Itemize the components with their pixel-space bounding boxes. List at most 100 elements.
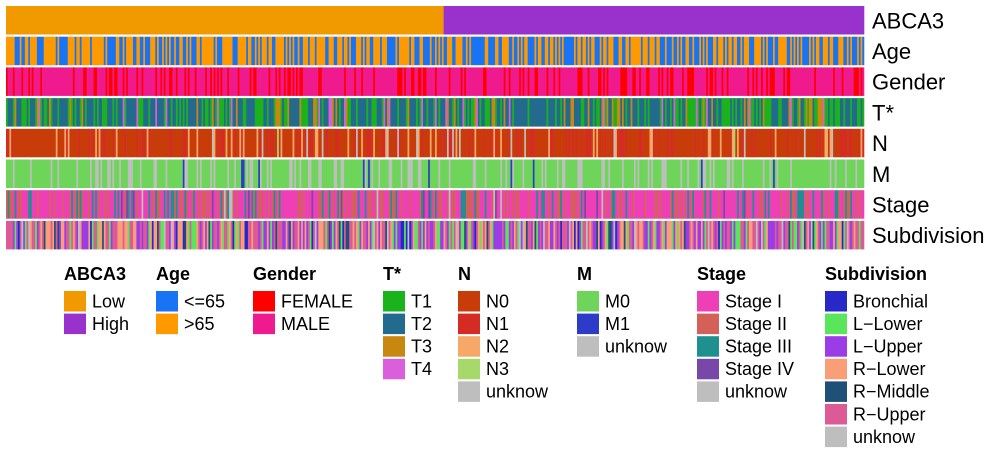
cell-stage-stage-iii: [95, 190, 98, 219]
cell-m-m0: [292, 159, 295, 188]
cell-n-n1: [495, 128, 498, 158]
cell-subdivision-l-upper: [263, 220, 268, 250]
cell-gender-male: [127, 67, 137, 96]
cell-m-unknow: [308, 159, 312, 188]
cell-subdivision-l-lower: [392, 220, 395, 250]
cell-n-n1: [259, 128, 262, 158]
cell-n-n0: [846, 128, 849, 158]
track-abca3: [6, 6, 865, 35]
cell-subdivision-r-upper: [74, 220, 77, 250]
cell-stage-stage-ii: [570, 190, 577, 219]
cell-subdivision-l-upper: [649, 220, 652, 250]
legend-label-n-n2: N2: [486, 336, 509, 356]
cell-subdivision-l-lower: [421, 220, 424, 250]
cell-n-n0: [215, 128, 218, 158]
cell-subdivision-l-lower: [96, 220, 99, 250]
cell-n-n0: [695, 128, 703, 158]
cell-age-65: [537, 36, 542, 66]
cell-t-t4: [344, 98, 347, 127]
legend-label-subdivision-unknow: unknow: [853, 427, 916, 447]
cell-m-m1: [368, 159, 371, 188]
legend-label-n-n3: N3: [486, 359, 509, 379]
cell-age-65: [462, 36, 467, 66]
cell-stage-stage-i: [119, 190, 122, 219]
cell-subdivision-l-lower: [735, 220, 741, 250]
cell-age-65: [409, 36, 412, 66]
cell-subdivision-l-lower: [676, 220, 679, 250]
cell-stage-stage-iii: [850, 190, 853, 219]
track-label-abca3: ABCA3: [872, 8, 944, 33]
cell-gender-male: [486, 67, 504, 96]
cell-gender-female: [721, 67, 724, 96]
cell-subdivision-l-lower: [108, 220, 111, 250]
cell-gender-male: [7, 67, 14, 96]
cell-m-m0: [778, 159, 791, 188]
cell-stage-stage-i: [12, 190, 15, 219]
cell-subdivision-unknow: [373, 220, 376, 250]
cell-subdivision-l-upper: [592, 220, 597, 250]
cell-t-t3: [743, 98, 746, 127]
cell-subdivision-r-lower: [60, 220, 65, 250]
cell-n-n0: [138, 128, 142, 158]
cell-m-unknow: [472, 159, 477, 188]
cell-n-n2: [474, 128, 477, 158]
cell-m-unknow: [505, 159, 508, 188]
cell-n-n1: [266, 128, 269, 158]
cell-stage-stage-i: [55, 190, 63, 219]
cell-stage-stage-i: [860, 190, 865, 219]
cell-stage-stage-ii: [604, 190, 607, 219]
cell-gender-male: [862, 67, 865, 96]
cell-m-m0: [652, 159, 662, 188]
cell-age-65: [822, 36, 829, 66]
cell-gender-female: [546, 67, 549, 96]
cell-subdivision-r-middle: [208, 220, 211, 250]
cell-stage-stage-i: [537, 190, 542, 219]
cell-stage-stage-iii: [625, 190, 628, 219]
cell-subdivision-r-middle: [328, 220, 331, 250]
cell-n-n0: [534, 128, 549, 158]
cell-age-65: [737, 36, 741, 66]
cell-stage-stage-i: [851, 190, 856, 219]
cell-subdivision-l-upper: [393, 220, 396, 250]
cell-gender-male: [520, 67, 523, 96]
cell-age-65: [356, 36, 362, 66]
cell-t-t2: [289, 98, 300, 127]
cell-stage-stage-iii: [845, 190, 848, 219]
cell-m-m0: [543, 159, 546, 188]
cell-stage-stage-i: [803, 190, 806, 219]
cell-gender-female: [404, 67, 407, 96]
cell-stage-stage-iv: [428, 190, 431, 219]
cell-t-t2: [282, 98, 285, 127]
cell-m-m0: [711, 159, 714, 188]
cell-n-n1: [489, 128, 492, 158]
cell-n-unknow: [459, 128, 462, 158]
cell-stage-stage-i: [839, 190, 844, 219]
cell-t-t2: [187, 98, 197, 127]
cell-subdivision-l-upper: [567, 220, 570, 250]
cell-subdivision-r-lower: [457, 220, 460, 250]
cell-t-t1: [637, 98, 640, 127]
cell-m-unknow: [340, 159, 345, 188]
cell-t-t1: [175, 98, 178, 127]
cell-t-t3: [491, 98, 496, 127]
cell-t-t2: [682, 98, 686, 127]
cell-t-t2: [398, 98, 407, 127]
cell-age-65: [373, 36, 381, 66]
cell-t-t2: [489, 98, 492, 127]
cell-subdivision-r-upper: [139, 220, 142, 250]
cell-age-65: [455, 36, 463, 66]
cell-t-t2: [742, 98, 745, 127]
cell-n-n1: [299, 128, 302, 158]
cell-age-65: [608, 36, 614, 66]
cell-t-t1: [347, 98, 352, 127]
cell-t-t1: [467, 98, 470, 127]
cell-stage-stage-iii: [278, 190, 281, 219]
cell-t-t1: [803, 98, 806, 127]
cell-n-n2: [347, 128, 350, 158]
cell-m-m0: [412, 159, 419, 188]
cell-subdivision-r-upper: [105, 220, 110, 250]
cell-subdivision-bronchial: [574, 220, 577, 250]
cell-m-m0: [321, 159, 335, 188]
cell-n-n2: [67, 128, 70, 158]
cell-n-n0: [145, 128, 148, 158]
